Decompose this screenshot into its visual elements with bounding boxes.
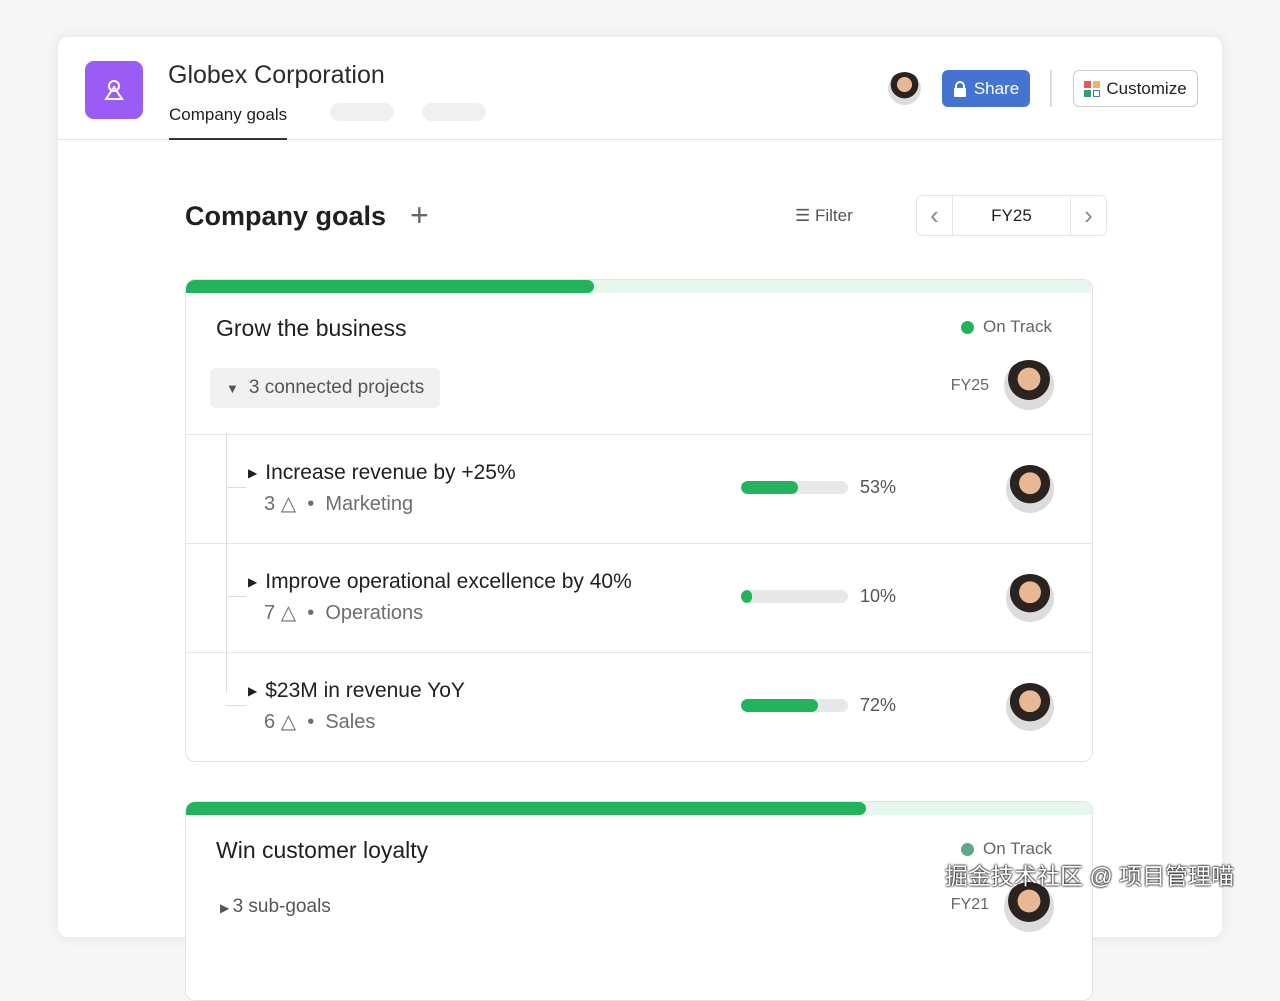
caret-right-icon: ▶ (248, 575, 258, 589)
page-title: Company goals (185, 201, 387, 231)
caret-right-icon: ▶ (220, 901, 233, 915)
subgoal-title: Improve operational excellence by 40% (265, 570, 632, 593)
goal-progress (186, 280, 1092, 293)
status-badge: On Track (961, 317, 1052, 337)
subgoal-team: Sales (325, 711, 376, 733)
customize-icon (1084, 80, 1101, 97)
owner-avatar[interactable] (1006, 683, 1054, 731)
subgoal-count: 7 (264, 602, 276, 624)
chevron-right-icon[interactable]: › (1070, 196, 1106, 235)
subgoal-meta: 6 △ • Sales (264, 711, 376, 733)
subgoal-progress-fill (741, 590, 752, 603)
goal-progress-fill (186, 802, 866, 815)
goal-progress (186, 802, 1092, 815)
subgoal-team: Marketing (325, 493, 414, 515)
avatar[interactable] (888, 72, 921, 105)
subgoal-team: Operations (325, 602, 424, 624)
header: Globex Corporation Company goals Share C… (58, 37, 1222, 140)
subgoal-progress (741, 699, 848, 712)
filter-label: Filter (814, 206, 853, 225)
goal-title[interactable]: Grow the business (216, 315, 407, 341)
tree-branch (226, 596, 246, 597)
connected-projects-toggle[interactable]: ▼ 3 connected projects (210, 368, 441, 408)
subgoal-progress-fill (741, 699, 819, 712)
subgoal-percent: 72% (860, 695, 897, 715)
subgoal-title: Increase revenue by +25% (265, 461, 516, 484)
status-dot-icon (961, 320, 975, 334)
subgoal-title: $23M in revenue YoY (265, 679, 465, 702)
share-label: Share (973, 78, 1020, 98)
subgoal-row[interactable]: ▶ $23M in revenue YoY 6 △ • Sales 72% (186, 652, 1092, 761)
goal-title[interactable]: Win customer loyalty (216, 837, 429, 863)
chevron-left-icon[interactable]: ‹ (917, 196, 953, 235)
goal-progress-fill (186, 280, 594, 293)
lock-icon (953, 80, 966, 97)
triangle-icon: △ (280, 493, 297, 515)
status-badge: On Track (961, 839, 1052, 859)
tab-company-goals[interactable]: Company goals (169, 105, 288, 140)
goal-period: FY21 (950, 896, 989, 913)
divider (1050, 70, 1052, 107)
org-logo (85, 61, 143, 119)
tree-branch (226, 487, 246, 488)
goal-card[interactable]: Grow the business On Track ▼ 3 connected … (185, 279, 1093, 762)
subgoal-meta: 7 △ • Operations (264, 602, 424, 624)
subgoal-count: 6 (264, 711, 276, 733)
tab-placeholder[interactable] (422, 103, 486, 121)
sub-goals-toggle[interactable]: ▶ 3 sub-goals (220, 896, 331, 918)
tab-placeholder[interactable] (330, 103, 394, 121)
subgoal-meta: 3 △ • Marketing (264, 493, 414, 515)
filter-icon: ☰ (795, 206, 815, 225)
watermark: 掘金技术社区 @ 项目管理喵 (945, 863, 1235, 889)
share-button[interactable]: Share (942, 70, 1030, 107)
subgoal-progress-fill (741, 481, 798, 494)
filter-button[interactable]: ☰ Filter (795, 206, 853, 226)
org-name: Globex Corporation (168, 61, 385, 89)
goal-card[interactable]: Win customer loyalty On Track ▶ 3 sub-go… (185, 801, 1093, 1001)
tree-line (226, 433, 227, 693)
status-dot-icon (961, 842, 975, 856)
tree-branch (226, 705, 246, 706)
owner-avatar[interactable] (1006, 574, 1054, 622)
subgoal-percent: 10% (860, 586, 897, 606)
subgoal-title-wrap[interactable]: ▶ $23M in revenue YoY (248, 679, 465, 703)
triangle-icon: △ (280, 602, 297, 624)
owner-avatar[interactable] (1006, 465, 1054, 513)
caret-down-icon: ▼ (226, 380, 239, 396)
subgoal-count: 3 (264, 493, 276, 515)
subgoal-progress (741, 590, 848, 603)
status-label: On Track (983, 317, 1052, 336)
subgoal-progress (741, 481, 848, 494)
period-selector: ‹ FY25 › (916, 195, 1107, 236)
subgoal-row[interactable]: ▶ Improve operational excellence by 40% 7… (186, 543, 1092, 652)
people-icon (104, 80, 124, 100)
period-label: FY25 (991, 205, 1032, 225)
subgoal-row[interactable]: ▶ Increase revenue by +25% 3 △ • Marketin… (186, 434, 1092, 543)
subgoal-title-wrap[interactable]: ▶ Improve operational excellence by 40% (248, 570, 632, 594)
sub-goals-label: 3 sub-goals (232, 896, 331, 917)
status-label: On Track (983, 839, 1052, 858)
caret-right-icon: ▶ (248, 466, 258, 480)
caret-right-icon: ▶ (248, 684, 258, 698)
customize-label: Customize (1106, 78, 1187, 98)
owner-avatar[interactable] (1004, 360, 1054, 410)
subgoal-percent: 53% (860, 477, 897, 497)
connected-label: 3 connected projects (248, 377, 425, 398)
triangle-icon: △ (280, 711, 297, 733)
subgoal-title-wrap[interactable]: ▶ Increase revenue by +25% (248, 461, 516, 485)
customize-button[interactable]: Customize (1073, 70, 1198, 107)
add-goal-button[interactable]: + (410, 197, 429, 233)
goal-period: FY25 (950, 377, 989, 394)
app-window: Globex Corporation Company goals Share C… (58, 37, 1222, 1001)
